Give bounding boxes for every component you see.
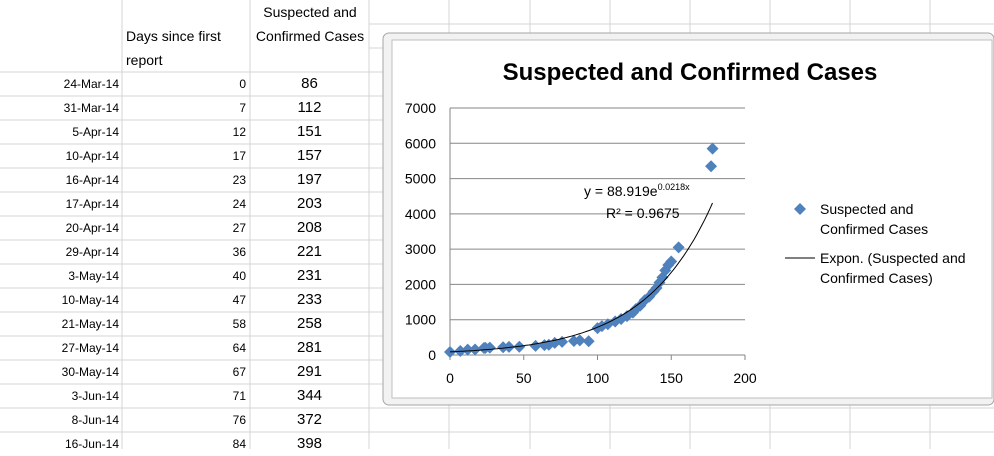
y-tick-label: 7000 — [405, 100, 436, 116]
x-tick-label: 150 — [660, 370, 684, 386]
date-cell: 3-Jun-14 — [71, 389, 119, 403]
cases-cell: 344 — [296, 387, 323, 404]
y-tick-label: 0 — [428, 347, 436, 363]
date-cell: 3-May-14 — [68, 269, 119, 283]
date-cell: 27-May-14 — [61, 341, 119, 355]
equation-exponent: 0.0218x — [658, 182, 691, 192]
data-point — [706, 142, 719, 155]
cases-cell: 208 — [296, 219, 323, 236]
cases-cell: 281 — [296, 339, 323, 356]
data-point — [503, 340, 515, 353]
data-point — [672, 241, 685, 254]
trendline-equation: y = 88.919e0.0218x — [584, 182, 690, 199]
days-cell: 67 — [232, 365, 246, 379]
date-cell: 31-Mar-14 — [63, 101, 119, 115]
days-cell: 12 — [232, 125, 246, 139]
date-cell: 30-May-14 — [61, 365, 119, 379]
y-tick-label: 4000 — [405, 206, 436, 222]
x-tick-label: 0 — [446, 370, 454, 386]
chart-title: Suspected and Confirmed Cases — [503, 59, 878, 86]
equation-base: y = 88.919e — [584, 183, 658, 199]
days-cell: 71 — [232, 389, 246, 403]
data-point — [665, 255, 678, 268]
date-cell: 16-Apr-14 — [65, 173, 119, 187]
y-tick-label: 6000 — [405, 135, 436, 151]
cases-cell: 398 — [296, 435, 323, 452]
cases-cell: 291 — [296, 363, 323, 380]
date-cell: 20-Apr-14 — [65, 221, 119, 235]
date-cell: 10-May-14 — [61, 293, 119, 307]
cases-cell: 112 — [297, 99, 322, 116]
days-cell: 64 — [232, 341, 246, 355]
x-tick-label: 50 — [516, 370, 532, 386]
y-tick-label: 3000 — [405, 241, 436, 257]
cases-cell: 157 — [296, 147, 323, 164]
data-point — [444, 345, 456, 358]
cases-cell: 372 — [296, 411, 323, 428]
days-cell: 17 — [232, 149, 246, 163]
date-cell: 29-Apr-14 — [65, 245, 119, 259]
legend-marker — [794, 203, 806, 215]
cases-cell: 221 — [296, 243, 323, 260]
x-tick-label: 100 — [586, 370, 610, 386]
column-header: Suspected and Confirmed Cases — [255, 4, 365, 44]
cases-cell: 233 — [296, 291, 323, 308]
data-point — [582, 335, 595, 348]
days-cell: 84 — [232, 437, 246, 451]
cases-cell: 86 — [301, 75, 318, 92]
days-cell: 0 — [239, 77, 246, 91]
legend-label: Expon. (Suspected and Confirmed Cases) — [820, 250, 966, 286]
cases-cell: 151 — [296, 123, 323, 140]
cases-cell: 258 — [296, 315, 323, 332]
y-tick-label: 1000 — [405, 312, 436, 328]
cases-cell: 231 — [296, 267, 323, 284]
date-cell: 21-May-14 — [61, 317, 119, 331]
data-point — [469, 343, 482, 356]
days-cell: 58 — [232, 317, 246, 331]
days-cell: 7 — [239, 101, 246, 115]
days-cell: 23 — [232, 173, 246, 187]
date-cell: 10-Apr-14 — [65, 149, 119, 163]
data-point — [529, 339, 542, 352]
days-cell: 27 — [232, 221, 246, 235]
data-point — [461, 343, 474, 356]
days-cell: 76 — [232, 413, 246, 427]
date-cell: 5-Apr-14 — [72, 125, 119, 139]
date-cell: 16-Jun-14 — [64, 437, 119, 451]
column-header: Days since first report — [126, 28, 221, 68]
y-tick-label: 5000 — [405, 171, 436, 187]
date-cell: 8-Jun-14 — [71, 413, 119, 427]
days-cell: 36 — [232, 245, 246, 259]
chart-area — [391, 39, 993, 399]
date-cell: 17-Apr-14 — [65, 197, 119, 211]
days-cell: 47 — [232, 293, 246, 307]
data-point — [705, 160, 718, 173]
trendline — [449, 202, 713, 353]
y-tick-label: 2000 — [405, 276, 436, 292]
days-cell: 40 — [232, 269, 246, 283]
data-point — [573, 334, 586, 347]
cases-cell: 203 — [296, 195, 323, 212]
cases-cell: 197 — [296, 171, 323, 188]
days-cell: 24 — [232, 197, 246, 211]
data-point — [483, 341, 496, 354]
r-squared: R² = 0.9675 — [606, 205, 680, 221]
x-tick-label: 200 — [733, 370, 757, 386]
date-cell: 24-Mar-14 — [63, 77, 119, 91]
legend-label: Suspected and Confirmed Cases — [820, 201, 929, 237]
